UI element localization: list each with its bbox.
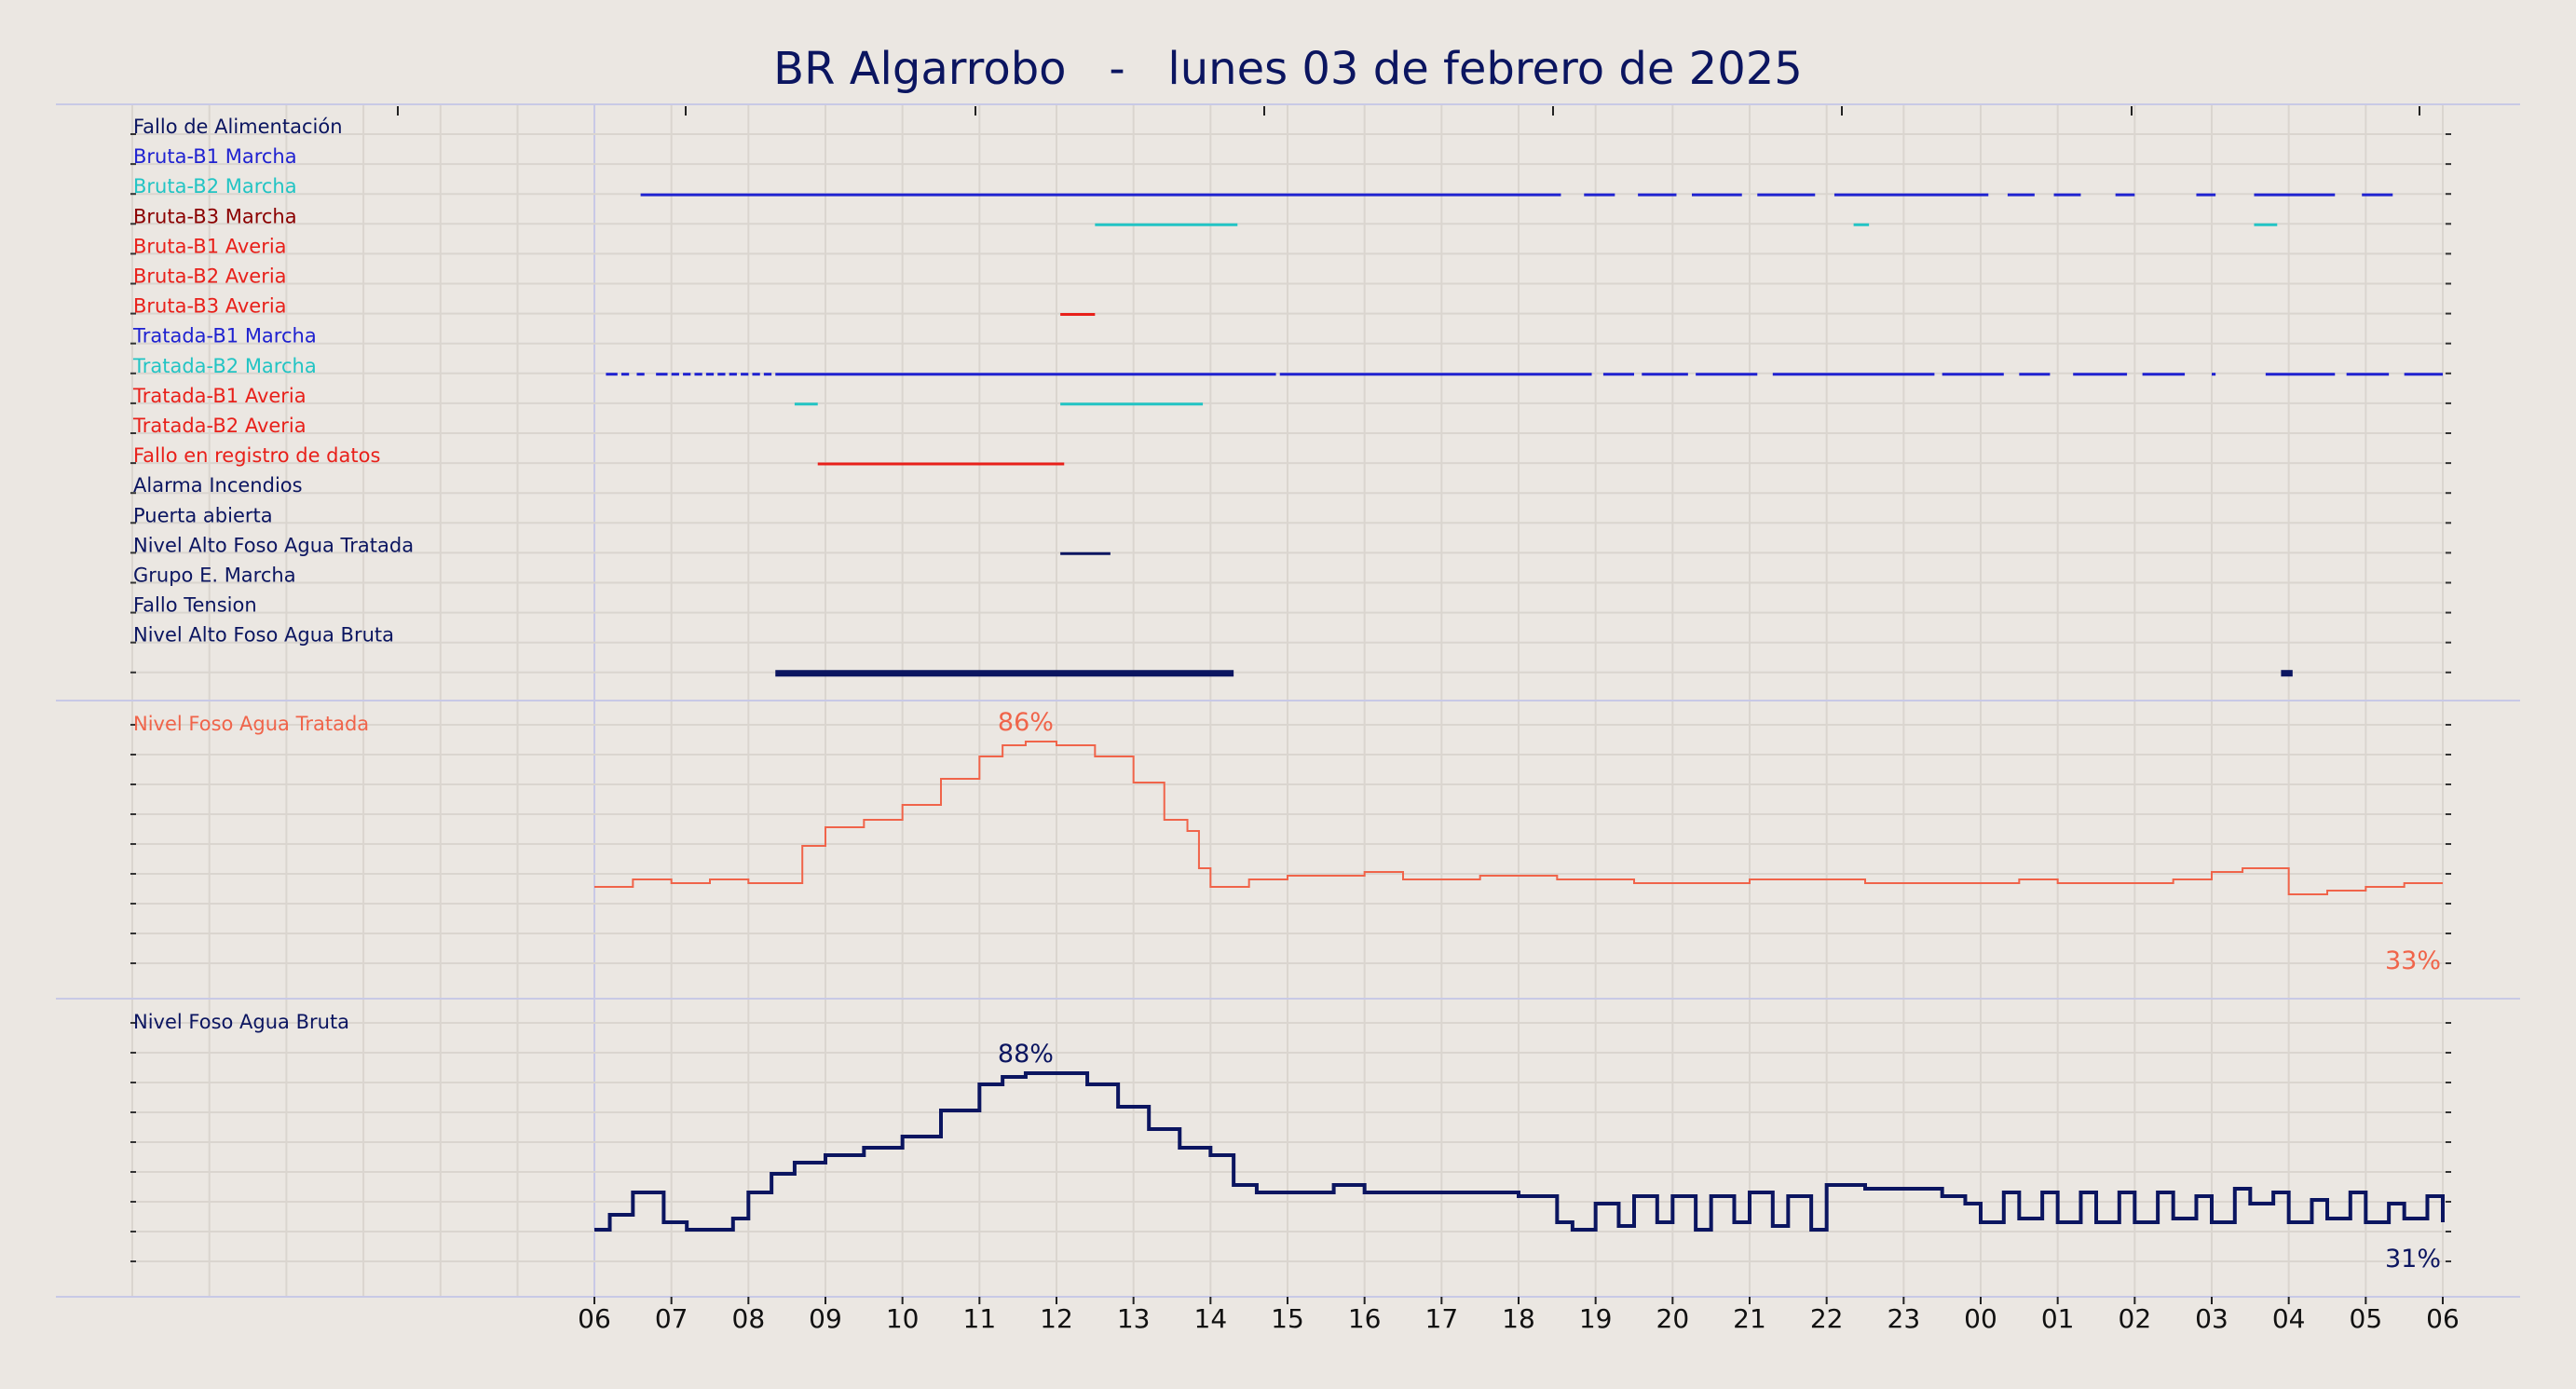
signal-label: Puerta abierta bbox=[133, 504, 273, 526]
x-tick-label: 04 bbox=[2272, 1303, 2306, 1334]
signal-label: Alarma Incendios bbox=[133, 474, 303, 497]
x-tick-label: 20 bbox=[1656, 1303, 1690, 1334]
x-tick-label: 14 bbox=[1194, 1303, 1228, 1334]
end-value-label: 31% bbox=[2385, 1245, 2441, 1273]
x-tick-label: 18 bbox=[1502, 1303, 1535, 1334]
x-tick-label: 08 bbox=[732, 1303, 766, 1334]
signal-label: Nivel Alto Foso Agua Bruta bbox=[133, 624, 394, 647]
signal-label: Bruta-B1 Averia bbox=[133, 235, 287, 257]
x-tick-label: 03 bbox=[2195, 1303, 2228, 1334]
x-tick-label: 00 bbox=[1964, 1303, 1997, 1334]
signal-label: Fallo de Alimentación bbox=[133, 116, 343, 138]
signal-label: Bruta-B2 Averia bbox=[133, 266, 287, 288]
level-series-line bbox=[594, 1071, 2445, 1232]
x-tick-label: 22 bbox=[1810, 1303, 1844, 1334]
x-tick-label: 12 bbox=[1040, 1303, 1073, 1334]
chart-title: BR Algarrobo - lunes 03 de febrero de 20… bbox=[773, 43, 1803, 95]
signal-label: Bruta-B2 Marcha bbox=[133, 175, 297, 197]
signal-label: Bruta-B3 Marcha bbox=[133, 205, 297, 227]
signal-label: Tratada-B2 Averia bbox=[132, 415, 307, 437]
panel-label: Nivel Foso Agua Bruta bbox=[133, 1011, 349, 1033]
signal-label: Fallo Tension bbox=[133, 594, 257, 617]
x-tick-label: 06 bbox=[578, 1303, 611, 1334]
signal-label: Grupo E. Marcha bbox=[133, 565, 296, 587]
x-tick-label: 17 bbox=[1425, 1303, 1459, 1334]
x-tick-label: 11 bbox=[963, 1303, 997, 1334]
end-value-label: 33% bbox=[2385, 946, 2441, 975]
x-tick-label: 16 bbox=[1348, 1303, 1382, 1334]
x-tick-label: 21 bbox=[1733, 1303, 1766, 1334]
signal-label: Fallo en registro de datos bbox=[133, 444, 380, 467]
x-tick-label: 02 bbox=[2119, 1303, 2152, 1334]
signal-label: Bruta-B3 Averia bbox=[133, 295, 287, 318]
x-tick-label: 23 bbox=[1888, 1303, 1921, 1334]
x-tick-label: 19 bbox=[1579, 1303, 1613, 1334]
level-series-line bbox=[594, 741, 2443, 895]
peak-value-label: 86% bbox=[998, 708, 1054, 737]
panel-label: Nivel Foso Agua Tratada bbox=[133, 713, 369, 735]
x-tick-label: 09 bbox=[809, 1303, 842, 1334]
x-tick-label: 05 bbox=[2350, 1303, 2383, 1334]
signal-label: Nivel Alto Foso Agua Tratada bbox=[133, 534, 414, 556]
x-tick-label: 10 bbox=[886, 1303, 920, 1334]
signal-label: Bruta-B1 Marcha bbox=[133, 145, 297, 168]
x-tick-label: 07 bbox=[655, 1303, 688, 1334]
x-tick-label: 15 bbox=[1271, 1303, 1304, 1334]
x-tick-label: 01 bbox=[2041, 1303, 2075, 1334]
peak-value-label: 88% bbox=[998, 1040, 1054, 1069]
signal-label: Tratada-B1 Averia bbox=[132, 385, 307, 407]
signal-label: Tratada-B1 Marcha bbox=[132, 325, 317, 347]
x-tick-label: 13 bbox=[1117, 1303, 1151, 1334]
x-tick-label: 06 bbox=[2426, 1303, 2460, 1334]
signal-label: Tratada-B2 Marcha bbox=[132, 355, 317, 377]
